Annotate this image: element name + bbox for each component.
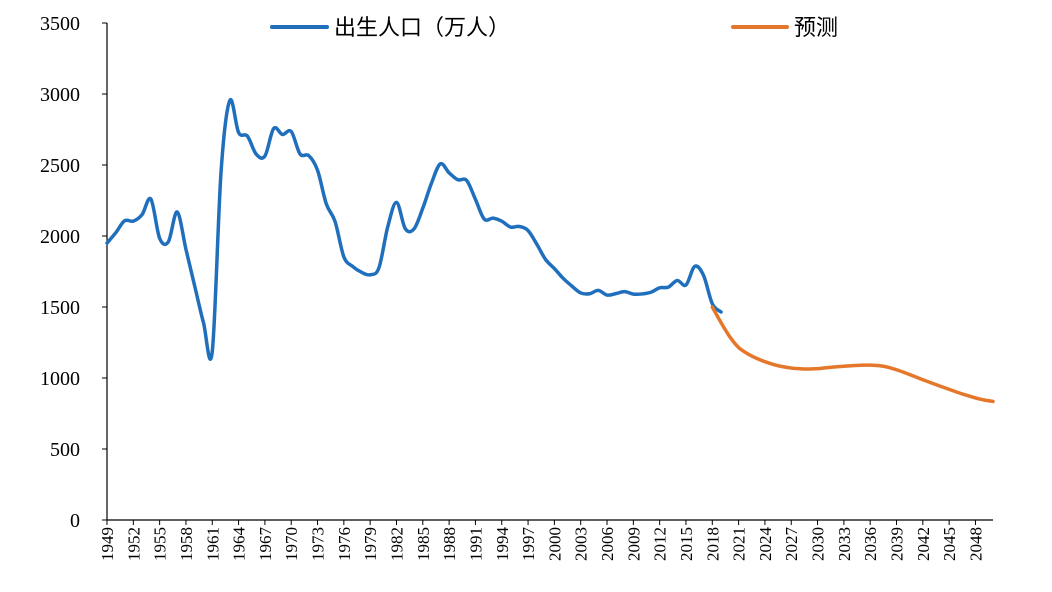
x-tick-label: 2015 bbox=[677, 527, 696, 561]
x-tick-label: 1997 bbox=[519, 527, 538, 562]
y-tick-label: 3000 bbox=[40, 84, 80, 106]
legend-label-forecast: 预测 bbox=[794, 16, 838, 41]
y-axis-ticks: 0 500 1000 1500 2000 2500 3000 3500 bbox=[40, 13, 107, 532]
x-tick-label: 1982 bbox=[387, 527, 406, 561]
y-tick-label: 1500 bbox=[40, 297, 80, 319]
x-tick-label: 1976 bbox=[335, 527, 354, 561]
x-tick-label: 1964 bbox=[230, 527, 249, 562]
x-tick-label: 2027 bbox=[782, 527, 801, 562]
x-tick-label: 2003 bbox=[572, 527, 591, 561]
y-tick-label: 0 bbox=[70, 510, 80, 532]
x-tick-label: 2036 bbox=[861, 527, 880, 561]
x-tick-label: 1949 bbox=[98, 527, 117, 561]
y-tick-label: 2500 bbox=[40, 155, 80, 177]
x-tick-label: 1967 bbox=[256, 527, 275, 562]
x-tick-label: 1994 bbox=[493, 527, 512, 562]
y-tick-label: 1000 bbox=[40, 368, 80, 390]
x-tick-label: 1955 bbox=[151, 527, 170, 561]
x-tick-label: 2024 bbox=[756, 527, 775, 562]
x-tick-label: 1952 bbox=[124, 527, 143, 561]
x-tick-label: 2012 bbox=[651, 527, 670, 561]
legend-label-births: 出生人口（万人） bbox=[334, 16, 510, 41]
series-line-births bbox=[105, 98, 723, 361]
x-tick-label: 2018 bbox=[703, 527, 722, 561]
chart-legend: 出生人口（万人） 预测 bbox=[270, 16, 838, 41]
x-tick-label: 2033 bbox=[835, 527, 854, 561]
x-tick-label: 1958 bbox=[177, 527, 196, 561]
x-tick-label: 1988 bbox=[440, 527, 459, 561]
x-tick-label: 2039 bbox=[888, 527, 907, 561]
x-tick-label: 2021 bbox=[730, 527, 749, 561]
y-tick-label: 3500 bbox=[40, 13, 80, 35]
x-tick-label: 2006 bbox=[598, 527, 617, 561]
series-line-forecast bbox=[710, 305, 995, 404]
x-tick-label: 1979 bbox=[361, 527, 380, 561]
x-tick-label: 2048 bbox=[966, 527, 985, 561]
x-tick-label: 1973 bbox=[309, 527, 328, 561]
y-tick-label: 500 bbox=[50, 439, 80, 461]
x-tick-label: 2045 bbox=[940, 527, 959, 561]
chart-axes bbox=[106, 23, 993, 521]
y-tick-label: 2000 bbox=[40, 226, 80, 248]
x-tick-label: 2009 bbox=[624, 527, 643, 561]
x-tick-label: 1991 bbox=[466, 527, 485, 561]
x-tick-label: 1970 bbox=[282, 527, 301, 561]
x-tick-label: 2030 bbox=[809, 527, 828, 561]
x-tick-label: 1985 bbox=[414, 527, 433, 561]
x-tick-label: 1961 bbox=[203, 527, 222, 561]
x-tick-label: 2000 bbox=[545, 527, 564, 561]
x-tick-label: 2042 bbox=[914, 527, 933, 561]
series-layer bbox=[105, 98, 995, 404]
x-axis-ticks: 1949 1952 1955 1958 1961 1964 1967 1970 1973 1976… bbox=[98, 520, 985, 561]
